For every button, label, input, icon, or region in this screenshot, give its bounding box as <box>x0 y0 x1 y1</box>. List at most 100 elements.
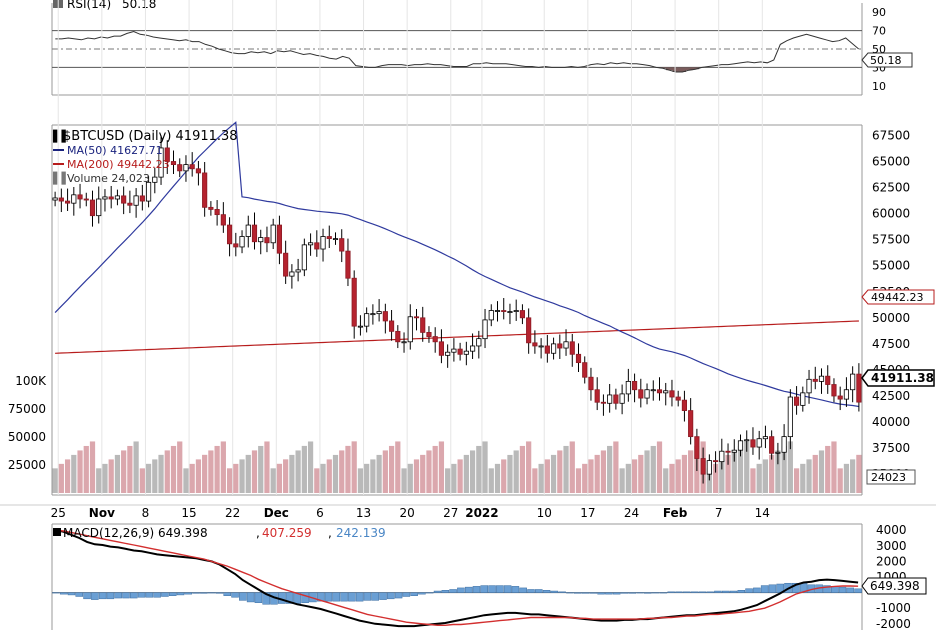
candle-body <box>395 330 401 343</box>
macd-histogram-bar <box>363 592 372 601</box>
candle-body <box>775 451 781 454</box>
candle-body <box>64 200 71 204</box>
candle-body <box>189 164 195 170</box>
candle-body <box>575 353 582 364</box>
candle-body <box>544 345 550 354</box>
volume-bar <box>382 450 388 493</box>
volume-bar <box>407 463 413 493</box>
candle-body <box>208 206 214 210</box>
macd-histogram-bar <box>59 592 68 595</box>
volume-bar <box>420 454 426 493</box>
candle-body <box>158 147 164 178</box>
macd-histogram-bar <box>597 592 605 595</box>
candle-body <box>638 389 644 399</box>
macd-histogram-bar <box>176 592 185 596</box>
macd-y-tick: -1000 <box>876 601 911 615</box>
macd-legend-sep2: , <box>328 526 332 540</box>
candle-body <box>563 341 569 349</box>
macd-histogram-bar <box>503 585 512 593</box>
candle-body <box>289 271 295 277</box>
candle-body <box>494 310 501 312</box>
candle-body <box>526 317 532 344</box>
rsi-oversold-fill <box>672 67 680 72</box>
candle-body <box>737 440 744 451</box>
volume-bar <box>295 450 301 493</box>
volume-bar <box>320 463 326 493</box>
candle-body <box>831 384 837 397</box>
price-y-tick: 40000 <box>872 415 910 429</box>
candle-body <box>376 311 382 315</box>
volume-bar <box>339 450 345 493</box>
candle-body <box>650 389 656 392</box>
macd-histogram-bar <box>737 590 746 593</box>
macd-histogram-bar <box>168 592 177 596</box>
macd-histogram-bar <box>792 582 800 593</box>
volume-bar <box>451 463 457 493</box>
last-price-tag-label: 41911.38 <box>871 371 934 385</box>
candle-body <box>625 380 631 395</box>
volume-bar <box>89 441 96 493</box>
rsi-value-tag: 50.18 <box>861 52 913 68</box>
volume-bar <box>519 445 526 493</box>
candle-body <box>482 319 488 340</box>
price-y-tick: 65000 <box>872 154 910 168</box>
volume-bar <box>812 454 818 493</box>
volume-bar <box>364 463 370 493</box>
x-axis-tick: Dec <box>264 506 289 520</box>
volume-bar <box>177 441 183 493</box>
volume-bar <box>719 459 725 493</box>
macd-legend-hist: 242.139 <box>336 526 386 540</box>
volume-bar <box>837 468 843 493</box>
volume-bar <box>831 441 837 493</box>
volume-bar <box>401 468 407 493</box>
candle-body <box>750 439 756 448</box>
candle-body <box>675 396 681 401</box>
macd-legend: MACD(12,26,9) 649.398 , 407.259 , 242.13… <box>53 526 386 540</box>
candle-body <box>812 378 818 382</box>
macd-histogram-bar <box>324 592 333 602</box>
volume-bar <box>706 468 712 493</box>
volume-bar <box>283 459 289 493</box>
volume-bar <box>96 468 102 493</box>
volume-bar <box>550 454 557 493</box>
price-legend-icon: ▌▌ <box>52 129 70 143</box>
volume-bar <box>426 450 432 493</box>
rsi-y-tick: 70 <box>872 25 886 38</box>
ma200-line <box>55 320 859 354</box>
macd-histogram-bar <box>644 592 652 594</box>
candle-body <box>426 332 432 337</box>
x-axis-tick: 17 <box>580 506 595 520</box>
macd-histogram-bar <box>628 592 636 594</box>
candle-body <box>681 399 688 411</box>
volume-bar <box>631 459 638 493</box>
candle-body <box>451 348 457 353</box>
volume-bar <box>800 463 806 493</box>
candle-body <box>769 436 775 454</box>
x-axis-tick: Nov <box>89 506 115 520</box>
macd-histogram-bar <box>573 592 582 594</box>
macd-lines <box>55 529 859 628</box>
candle-body <box>127 202 133 206</box>
macd-histogram-bar <box>114 592 122 599</box>
volume-bar <box>588 459 594 493</box>
candle-body <box>413 316 420 319</box>
rsi-legend-value: 50.18 <box>122 0 156 11</box>
candle-body <box>806 378 812 394</box>
volume-bar <box>108 459 114 493</box>
last-volume-tag: 24023 <box>866 469 916 485</box>
volume-bar <box>756 463 762 493</box>
macd-histogram-bar <box>371 592 379 601</box>
macd-histogram-bar <box>410 592 418 596</box>
volume-bar <box>376 454 382 493</box>
macd-histogram-bar <box>488 585 496 593</box>
volume-bar <box>744 441 750 493</box>
macd-histogram-bar <box>542 590 551 593</box>
candle-body <box>357 325 364 328</box>
macd-histogram-bar <box>480 585 489 593</box>
macd-histogram-bar <box>535 589 543 593</box>
volume-bar <box>663 468 669 493</box>
candle-body <box>793 396 800 406</box>
candle-body <box>719 450 725 463</box>
candle-body <box>706 460 712 475</box>
